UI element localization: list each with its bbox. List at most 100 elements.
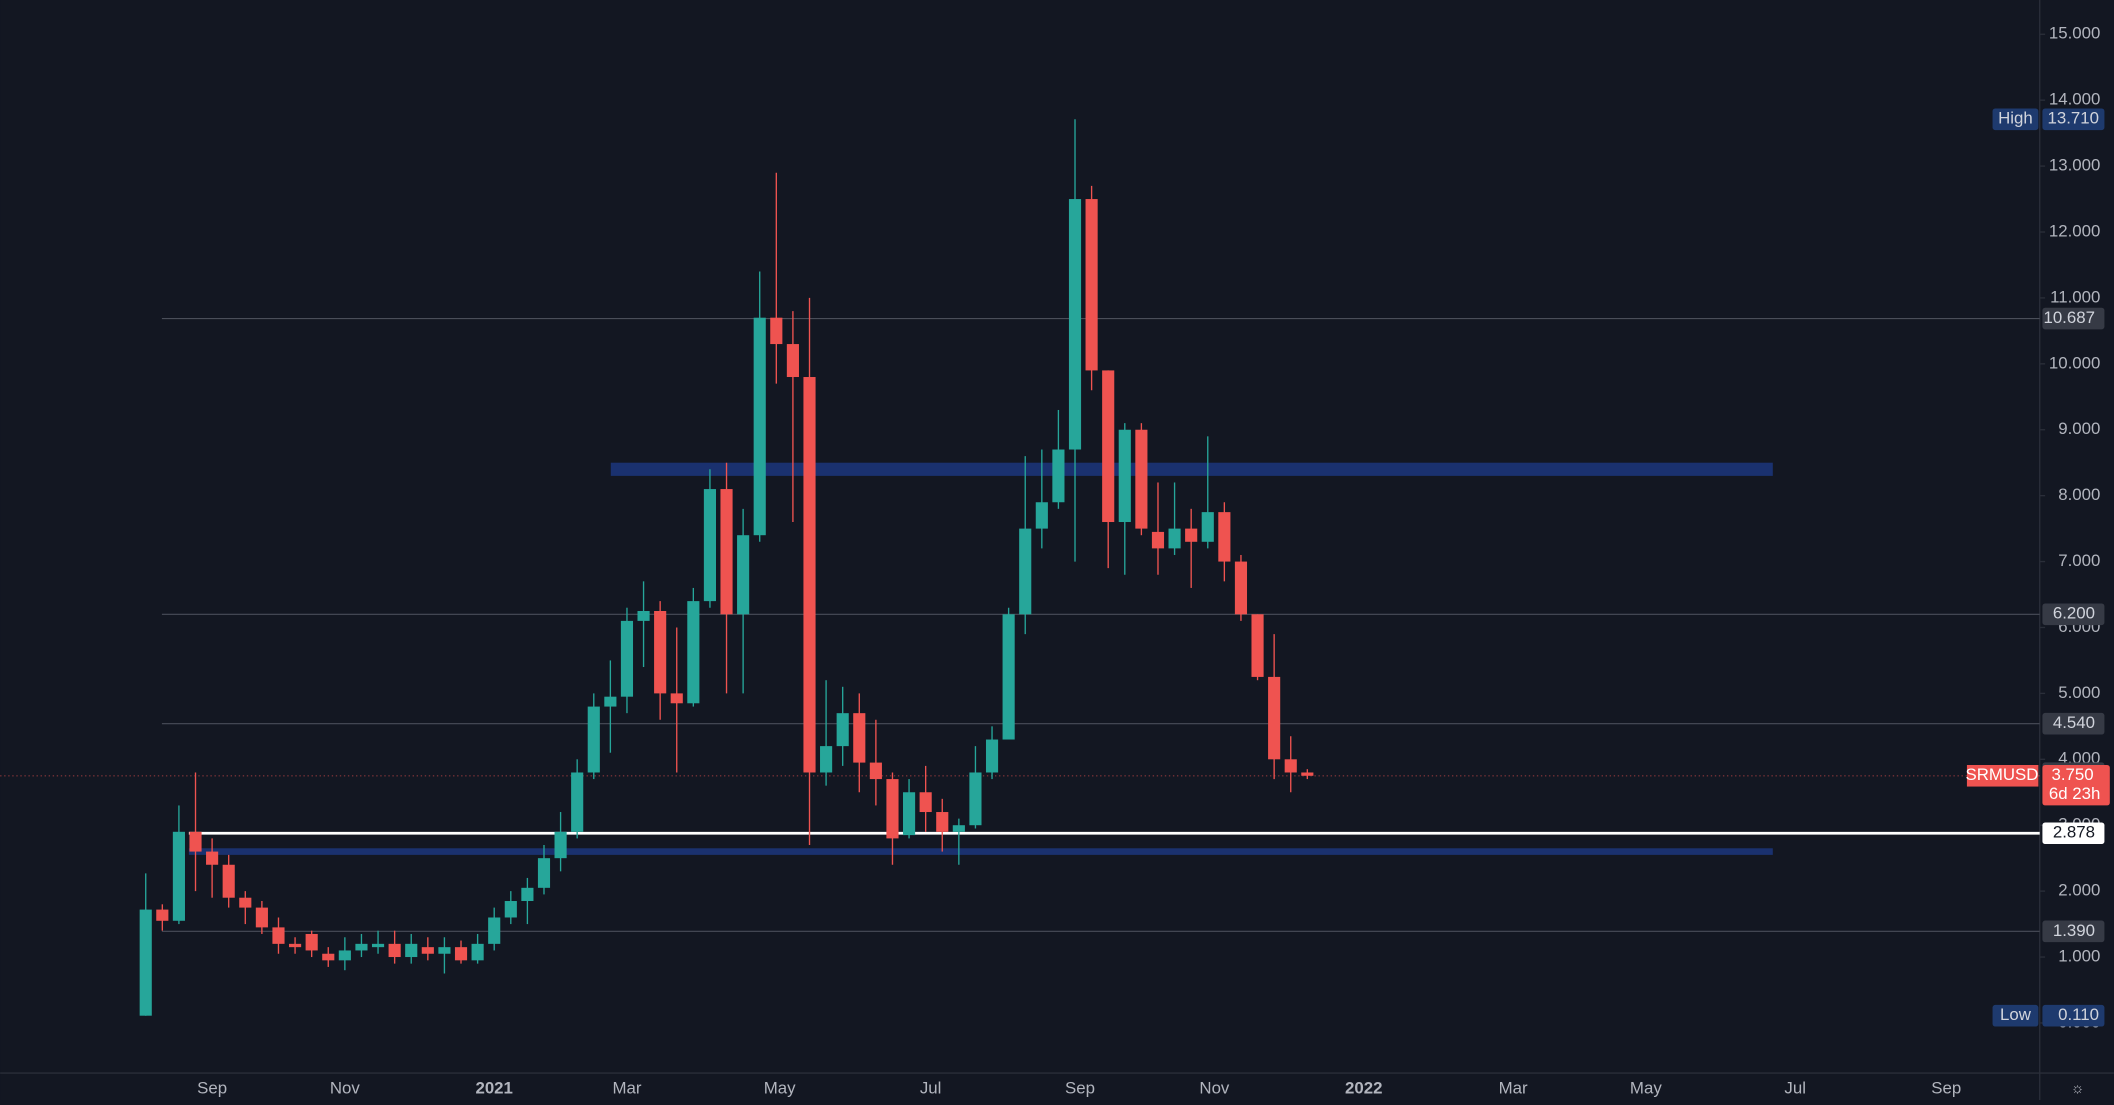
- x-tick-label: Mar: [1499, 1079, 1528, 1098]
- y-tick-label: 5.000: [2058, 683, 2100, 702]
- candle-body: [222, 864, 235, 898]
- marker-name: High: [1998, 109, 2033, 128]
- candle-body: [1135, 429, 1148, 529]
- candle-body: [272, 927, 285, 944]
- candle-body: [737, 535, 750, 615]
- candle-body: [371, 943, 385, 948]
- candle-body: [1218, 512, 1231, 562]
- candle-body: [587, 706, 600, 773]
- y-tick-label: 13.000: [2049, 156, 2101, 175]
- x-tick-label: Sep: [1931, 1079, 1961, 1098]
- candle-body: [172, 831, 185, 921]
- candle-body: [786, 344, 799, 378]
- candle-body: [438, 947, 451, 954]
- marker-value-box: [2042, 108, 2105, 131]
- symbol-box: [1966, 764, 2039, 787]
- level-label-box: [2042, 822, 2105, 845]
- candle-body: [338, 950, 351, 961]
- level-label-box: [2042, 712, 2105, 735]
- candle-body: [1118, 429, 1131, 523]
- y-tick-label: 10.000: [2049, 353, 2101, 372]
- candle-body: [637, 610, 650, 621]
- candle-body: [322, 953, 335, 961]
- candle-body: [1201, 512, 1214, 542]
- candle-body: [703, 489, 716, 602]
- candle-body: [305, 933, 318, 951]
- candle-body: [388, 943, 401, 958]
- symbol-price: 3.750: [2051, 765, 2093, 784]
- candle-body: [189, 831, 202, 852]
- candle-body: [903, 792, 916, 836]
- candle-body: [1151, 531, 1165, 549]
- candle-body: [869, 762, 882, 780]
- marker-value: 0.110: [2058, 1005, 2099, 1024]
- candle-body: [670, 693, 683, 704]
- y-tick-label: 7.000: [2058, 551, 2100, 570]
- marker-name-box: [1992, 108, 2039, 131]
- x-tick-label: May: [764, 1079, 796, 1098]
- candle-body: [1002, 614, 1015, 740]
- candle-body: [1168, 528, 1181, 549]
- marker-name: Low: [2000, 1005, 2032, 1024]
- y-tick-label: 9.000: [2058, 419, 2100, 438]
- x-tick-label: Mar: [612, 1079, 641, 1098]
- x-tick-label: Sep: [1065, 1079, 1095, 1098]
- candle-body: [255, 907, 268, 928]
- level-label: 4.540: [2053, 713, 2095, 732]
- candle-body: [521, 887, 534, 902]
- x-tick-label: Nov: [1199, 1079, 1230, 1098]
- x-tick-label: Sep: [197, 1079, 227, 1098]
- candle-body: [1052, 449, 1065, 503]
- candle-body: [919, 792, 932, 813]
- level-label: 2.878: [2053, 823, 2095, 842]
- candle-body: [206, 851, 219, 865]
- level-label-box: [2042, 603, 2105, 626]
- candle-body: [654, 610, 667, 694]
- candle-body: [488, 917, 501, 944]
- candle-body: [1268, 676, 1281, 760]
- x-tick-label: May: [1630, 1079, 1662, 1098]
- x-tick-label: Jul: [920, 1079, 942, 1098]
- candle-body: [554, 831, 567, 859]
- candle-body: [886, 779, 899, 839]
- candle-body: [471, 943, 484, 961]
- x-tick-label: 2022: [1345, 1079, 1382, 1098]
- countdown: 6d 23h: [2049, 784, 2101, 803]
- candle-body: [355, 943, 368, 951]
- candle-body: [421, 947, 434, 954]
- candle-body: [537, 858, 551, 888]
- candle-body: [1068, 199, 1082, 450]
- candle-body: [1102, 370, 1115, 523]
- candle-body: [770, 317, 783, 345]
- candle-body: [604, 696, 617, 707]
- symbol-price-box: [2042, 764, 2110, 806]
- candle-body: [1284, 759, 1297, 773]
- candle-body: [1035, 502, 1048, 529]
- level-label: 1.390: [2053, 921, 2095, 940]
- candle-body: [1301, 772, 1314, 776]
- candle-body: [571, 772, 584, 832]
- level-label-box: [2042, 307, 2105, 330]
- zone: [188, 848, 1773, 855]
- marker-value: 13.710: [2048, 109, 2100, 128]
- level-label: 6.200: [2053, 604, 2095, 623]
- y-tick-label: 11.000: [2050, 287, 2100, 306]
- candle-body: [239, 897, 252, 908]
- candle-body: [720, 489, 733, 615]
- candle-body: [454, 947, 468, 961]
- candle-body: [820, 746, 833, 773]
- candle-body: [1185, 528, 1198, 542]
- candle-body: [1085, 199, 1098, 371]
- y-tick-label: 2.000: [2058, 881, 2100, 900]
- candle-body: [156, 909, 169, 921]
- settings-icon[interactable]: ☼: [2071, 1081, 2085, 1097]
- marker-name-box: [1992, 1004, 2039, 1027]
- candle-body: [985, 739, 999, 773]
- candle-body: [289, 943, 302, 948]
- marker-value-box: [2042, 1004, 2105, 1027]
- level-label: 10.687: [2043, 308, 2095, 327]
- y-tick-label: 15.000: [2049, 24, 2101, 43]
